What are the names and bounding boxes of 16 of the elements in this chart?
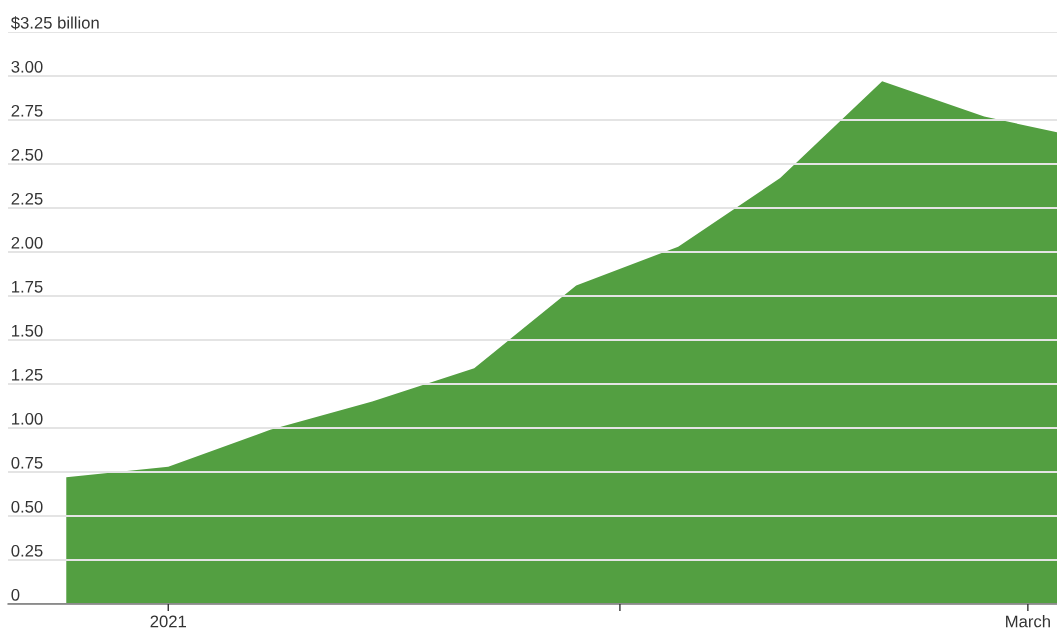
y-tick-label: 0.25 [11,544,43,557]
x-tick-label: March [1006,615,1050,628]
y-tick-label: 2.50 [11,148,43,161]
y-tick-label: 0.75 [11,456,43,469]
y-tick-label: 0.50 [11,500,43,513]
y-tick-label: 0 [11,588,20,601]
y-tick-label: 2.00 [11,236,43,249]
y-tick-label: $3.25 billion [10,16,99,30]
y-tick-label: 2.75 [11,104,43,117]
x-tick-label: 2021 [150,615,186,628]
y-tick-label: 1.50 [12,324,43,337]
y-tick-label: 2.25 [11,192,43,205]
y-tick-label: 3.00 [11,60,43,73]
y-tick-label: 1.00 [12,412,43,425]
y-tick-label: 1.75 [12,281,43,293]
y-tick-label: 1.25 [12,368,43,381]
